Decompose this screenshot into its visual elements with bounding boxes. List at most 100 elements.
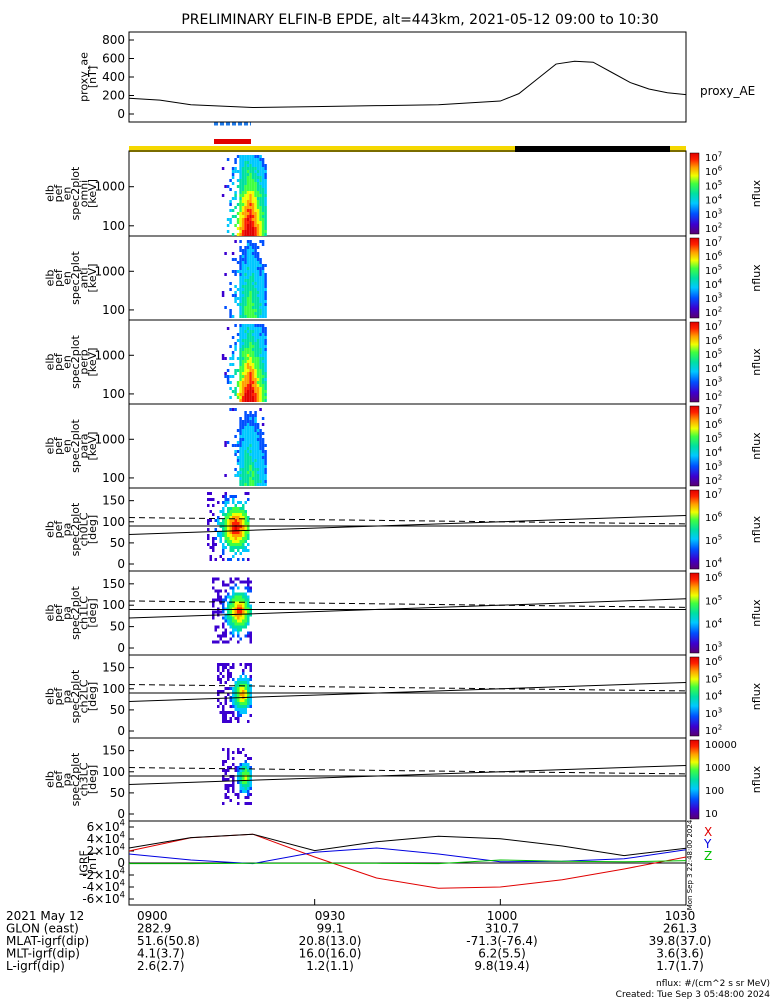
spectrogram-pixel bbox=[251, 399, 255, 402]
spectrogram-pixel bbox=[246, 285, 250, 288]
pitch-angle-pixel bbox=[239, 769, 242, 772]
spectrogram-pixel bbox=[261, 381, 265, 384]
spectrogram-pixel bbox=[224, 375, 227, 378]
pitch-angle-pixel bbox=[239, 592, 242, 596]
pitch-angle-pixel bbox=[224, 589, 227, 593]
pitch-angle-pixel bbox=[227, 669, 230, 672]
spectrogram-pixel bbox=[244, 336, 247, 339]
spectrogram-pixel bbox=[259, 327, 262, 330]
spectrogram-pixel bbox=[234, 273, 237, 276]
spectrogram-pixel bbox=[244, 366, 247, 369]
spectrogram-pixel bbox=[254, 483, 257, 486]
spectrogram-pixel bbox=[239, 327, 242, 330]
spectrogram-pixel bbox=[239, 227, 242, 230]
spectrogram-pixel bbox=[259, 387, 262, 390]
spectrogram-pixel bbox=[229, 188, 232, 191]
spectrogram-pixel bbox=[249, 327, 252, 330]
spectrogram-pixel bbox=[251, 465, 255, 468]
spectrogram-pixel bbox=[261, 432, 265, 435]
spectrogram-pixel bbox=[256, 282, 260, 285]
y-axis-label: elb bbox=[44, 270, 57, 287]
spectrogram-pixel bbox=[234, 167, 237, 170]
spectrogram-pixel bbox=[249, 444, 252, 447]
y-tick-label: 400 bbox=[102, 70, 125, 84]
pitch-angle-pixel bbox=[229, 610, 232, 614]
panel-frame bbox=[128, 654, 687, 739]
ephemeris-value: 1.2(1.1) bbox=[306, 959, 354, 973]
panel-frame bbox=[128, 150, 687, 237]
spectrogram-pixel bbox=[246, 432, 250, 435]
spectrogram-pixel bbox=[239, 477, 242, 480]
spectrogram-pixel bbox=[256, 447, 260, 450]
spectrogram-pixel bbox=[249, 185, 252, 188]
spectrogram-pixel bbox=[261, 354, 265, 357]
spectrogram-pixel bbox=[246, 435, 250, 438]
spectrogram-pixel bbox=[244, 348, 247, 351]
spectrogram-pixel bbox=[259, 474, 262, 477]
spectrogram-pixel bbox=[251, 285, 255, 288]
spectrogram-pixel bbox=[231, 354, 235, 357]
pitch-angle-pixel bbox=[222, 622, 225, 626]
spectrogram-pixel bbox=[246, 480, 250, 483]
pitch-angle-pixel bbox=[224, 717, 227, 720]
colorbar-tick: 105 bbox=[705, 264, 722, 278]
pitch-angle-pixel bbox=[229, 766, 232, 769]
pitch-angle-pixel bbox=[232, 702, 235, 705]
spectrogram-pixel bbox=[259, 258, 262, 261]
spectrogram-pixel bbox=[259, 161, 262, 164]
spectrogram-pixel bbox=[241, 312, 245, 315]
spectrogram-pixel bbox=[234, 345, 237, 348]
spectrogram-pixel bbox=[259, 456, 262, 459]
spectrogram-pixel bbox=[249, 381, 252, 384]
spectrogram-pixel bbox=[256, 345, 260, 348]
spectrogram-pixel bbox=[254, 188, 257, 191]
spectrogram-pixel bbox=[236, 441, 240, 444]
spectrogram-pixel bbox=[231, 315, 235, 318]
spectrogram-pixel bbox=[254, 312, 257, 315]
spectrogram-pixel bbox=[246, 273, 250, 276]
pitch-angle-pixel bbox=[224, 711, 227, 714]
spectrogram-pixel bbox=[249, 378, 252, 381]
spectrogram-pixel bbox=[239, 345, 242, 348]
spectrogram-pixel bbox=[254, 450, 257, 453]
pitch-angle-pixel bbox=[229, 675, 232, 678]
pitch-angle-pixel bbox=[239, 601, 242, 605]
pitch-angle-pixel bbox=[232, 666, 235, 669]
spectrogram-pixel bbox=[254, 218, 257, 221]
spectrogram-pixel bbox=[251, 483, 255, 486]
spectrogram-pixel bbox=[231, 363, 235, 366]
pitch-angle-pixel bbox=[249, 772, 252, 775]
spectrogram-pixel bbox=[256, 188, 260, 191]
spectrogram-pixel bbox=[259, 438, 262, 441]
pitch-angle-pixel bbox=[249, 610, 252, 614]
spectrogram-pixel bbox=[246, 462, 250, 465]
y-axis-label: [nT] bbox=[86, 852, 99, 874]
spectrogram-pixel bbox=[241, 173, 245, 176]
spectrogram-pixel bbox=[261, 468, 265, 471]
pitch-angle-pixel bbox=[232, 711, 235, 714]
colorbar-label: nflux bbox=[750, 765, 763, 793]
pitch-angle-pixel bbox=[237, 702, 240, 705]
spectrogram-pixel bbox=[246, 255, 250, 258]
spectrogram-pixel bbox=[249, 267, 252, 270]
pitch-angle-pixel bbox=[224, 640, 227, 644]
y-axis-label: pef bbox=[52, 687, 65, 706]
pitch-angle-pixel bbox=[242, 681, 245, 684]
colorbar-tick: 106 bbox=[705, 334, 723, 348]
spectrogram-pixel bbox=[241, 215, 245, 218]
pitch-angle-pixel bbox=[249, 604, 252, 608]
spectrogram-pixel bbox=[254, 399, 257, 402]
pitch-angle-pixel bbox=[229, 799, 232, 802]
spectrogram-pixel bbox=[244, 282, 247, 285]
pitch-angle-pixel bbox=[249, 580, 252, 584]
spectrogram-pixel bbox=[239, 336, 242, 339]
spectrogram-pixel bbox=[236, 384, 240, 387]
pitch-angle-pixel bbox=[244, 513, 247, 516]
spectrogram-pixel bbox=[246, 303, 250, 306]
spectrogram-pixel bbox=[241, 327, 245, 330]
spectrogram-pixel bbox=[239, 363, 242, 366]
pitch-angle-pixel bbox=[237, 522, 240, 525]
colorbar-label: nflux bbox=[750, 599, 763, 627]
y-axis-label: spec2plot bbox=[69, 251, 82, 305]
spectrogram-pixel bbox=[239, 291, 242, 294]
